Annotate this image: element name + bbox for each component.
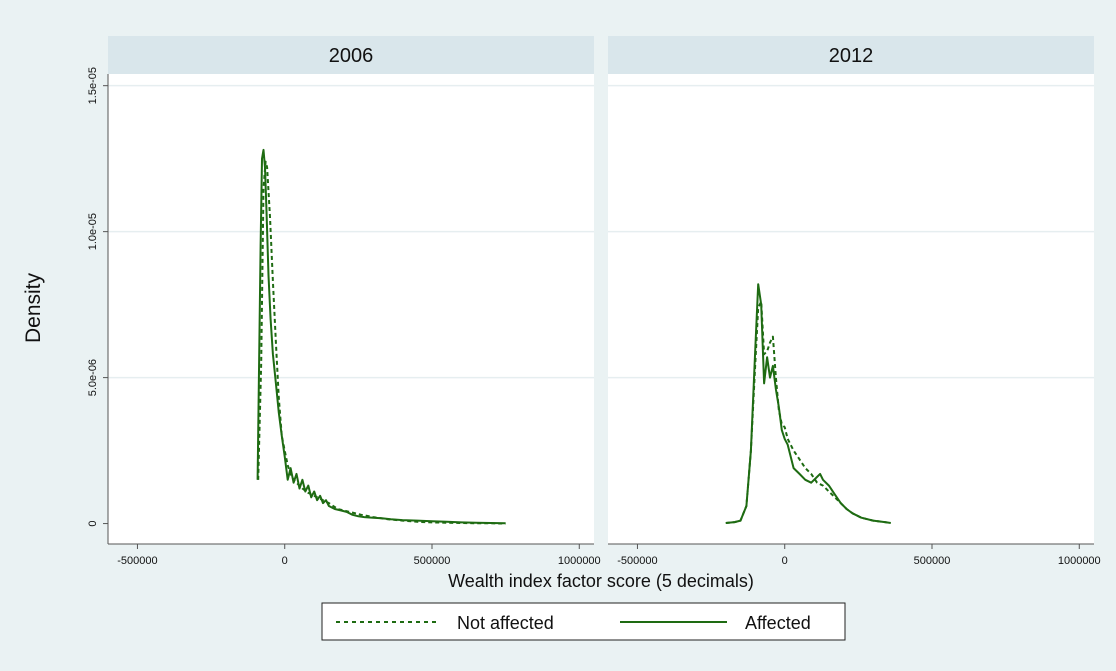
y-tick-label: 1.5e-05 bbox=[87, 67, 99, 104]
gridlines bbox=[608, 84, 1094, 379]
y-tick-label: 1.0e-05 bbox=[87, 213, 99, 250]
legend-label-not-affected: Not affected bbox=[457, 613, 554, 633]
x-tick-label: 1000000 bbox=[1058, 555, 1101, 567]
y-axis-ticks: 0 5.0e-06 1.0e-05 1.5e-05 bbox=[87, 67, 108, 527]
x-tick-label: 500000 bbox=[914, 555, 951, 567]
panel-header bbox=[108, 36, 594, 74]
x-axis-label: Wealth index factor score (5 decimals) bbox=[448, 571, 754, 591]
x-tick-label: -500000 bbox=[617, 555, 657, 567]
x-tick-label: 500000 bbox=[414, 555, 451, 567]
y-tick-label: 0 bbox=[87, 521, 99, 527]
x-tick-label: 1000000 bbox=[558, 555, 601, 567]
legend: Not affected Affected bbox=[321, 602, 846, 641]
x-axis-ticks: -500000 0 500000 1000000 bbox=[108, 543, 601, 567]
panel-2006: 2006 -500000 0 500000 1000000 bbox=[108, 36, 601, 567]
y-axis-label: Density bbox=[22, 272, 45, 343]
series-lines bbox=[725, 283, 891, 524]
panel-header bbox=[608, 36, 1094, 74]
plot-area bbox=[108, 74, 594, 544]
x-tick-label: -500000 bbox=[117, 555, 157, 567]
gridlines bbox=[108, 84, 594, 379]
x-tick-label: 0 bbox=[782, 555, 788, 567]
line-affected bbox=[725, 283, 891, 524]
x-tick-label: 0 bbox=[282, 555, 288, 567]
panel-title: 2012 bbox=[829, 45, 874, 67]
line-affected bbox=[256, 148, 506, 525]
series-lines bbox=[256, 148, 506, 525]
panel-2012: 2012 -500000 0 500000 1000000 bbox=[608, 36, 1101, 567]
legend-label-affected: Affected bbox=[745, 613, 811, 633]
plot-area bbox=[608, 74, 1094, 544]
panel-title: 2006 bbox=[329, 45, 374, 67]
y-tick-label: 5.0e-06 bbox=[87, 359, 99, 396]
x-axis-ticks: -500000 0 500000 1000000 bbox=[608, 543, 1101, 567]
